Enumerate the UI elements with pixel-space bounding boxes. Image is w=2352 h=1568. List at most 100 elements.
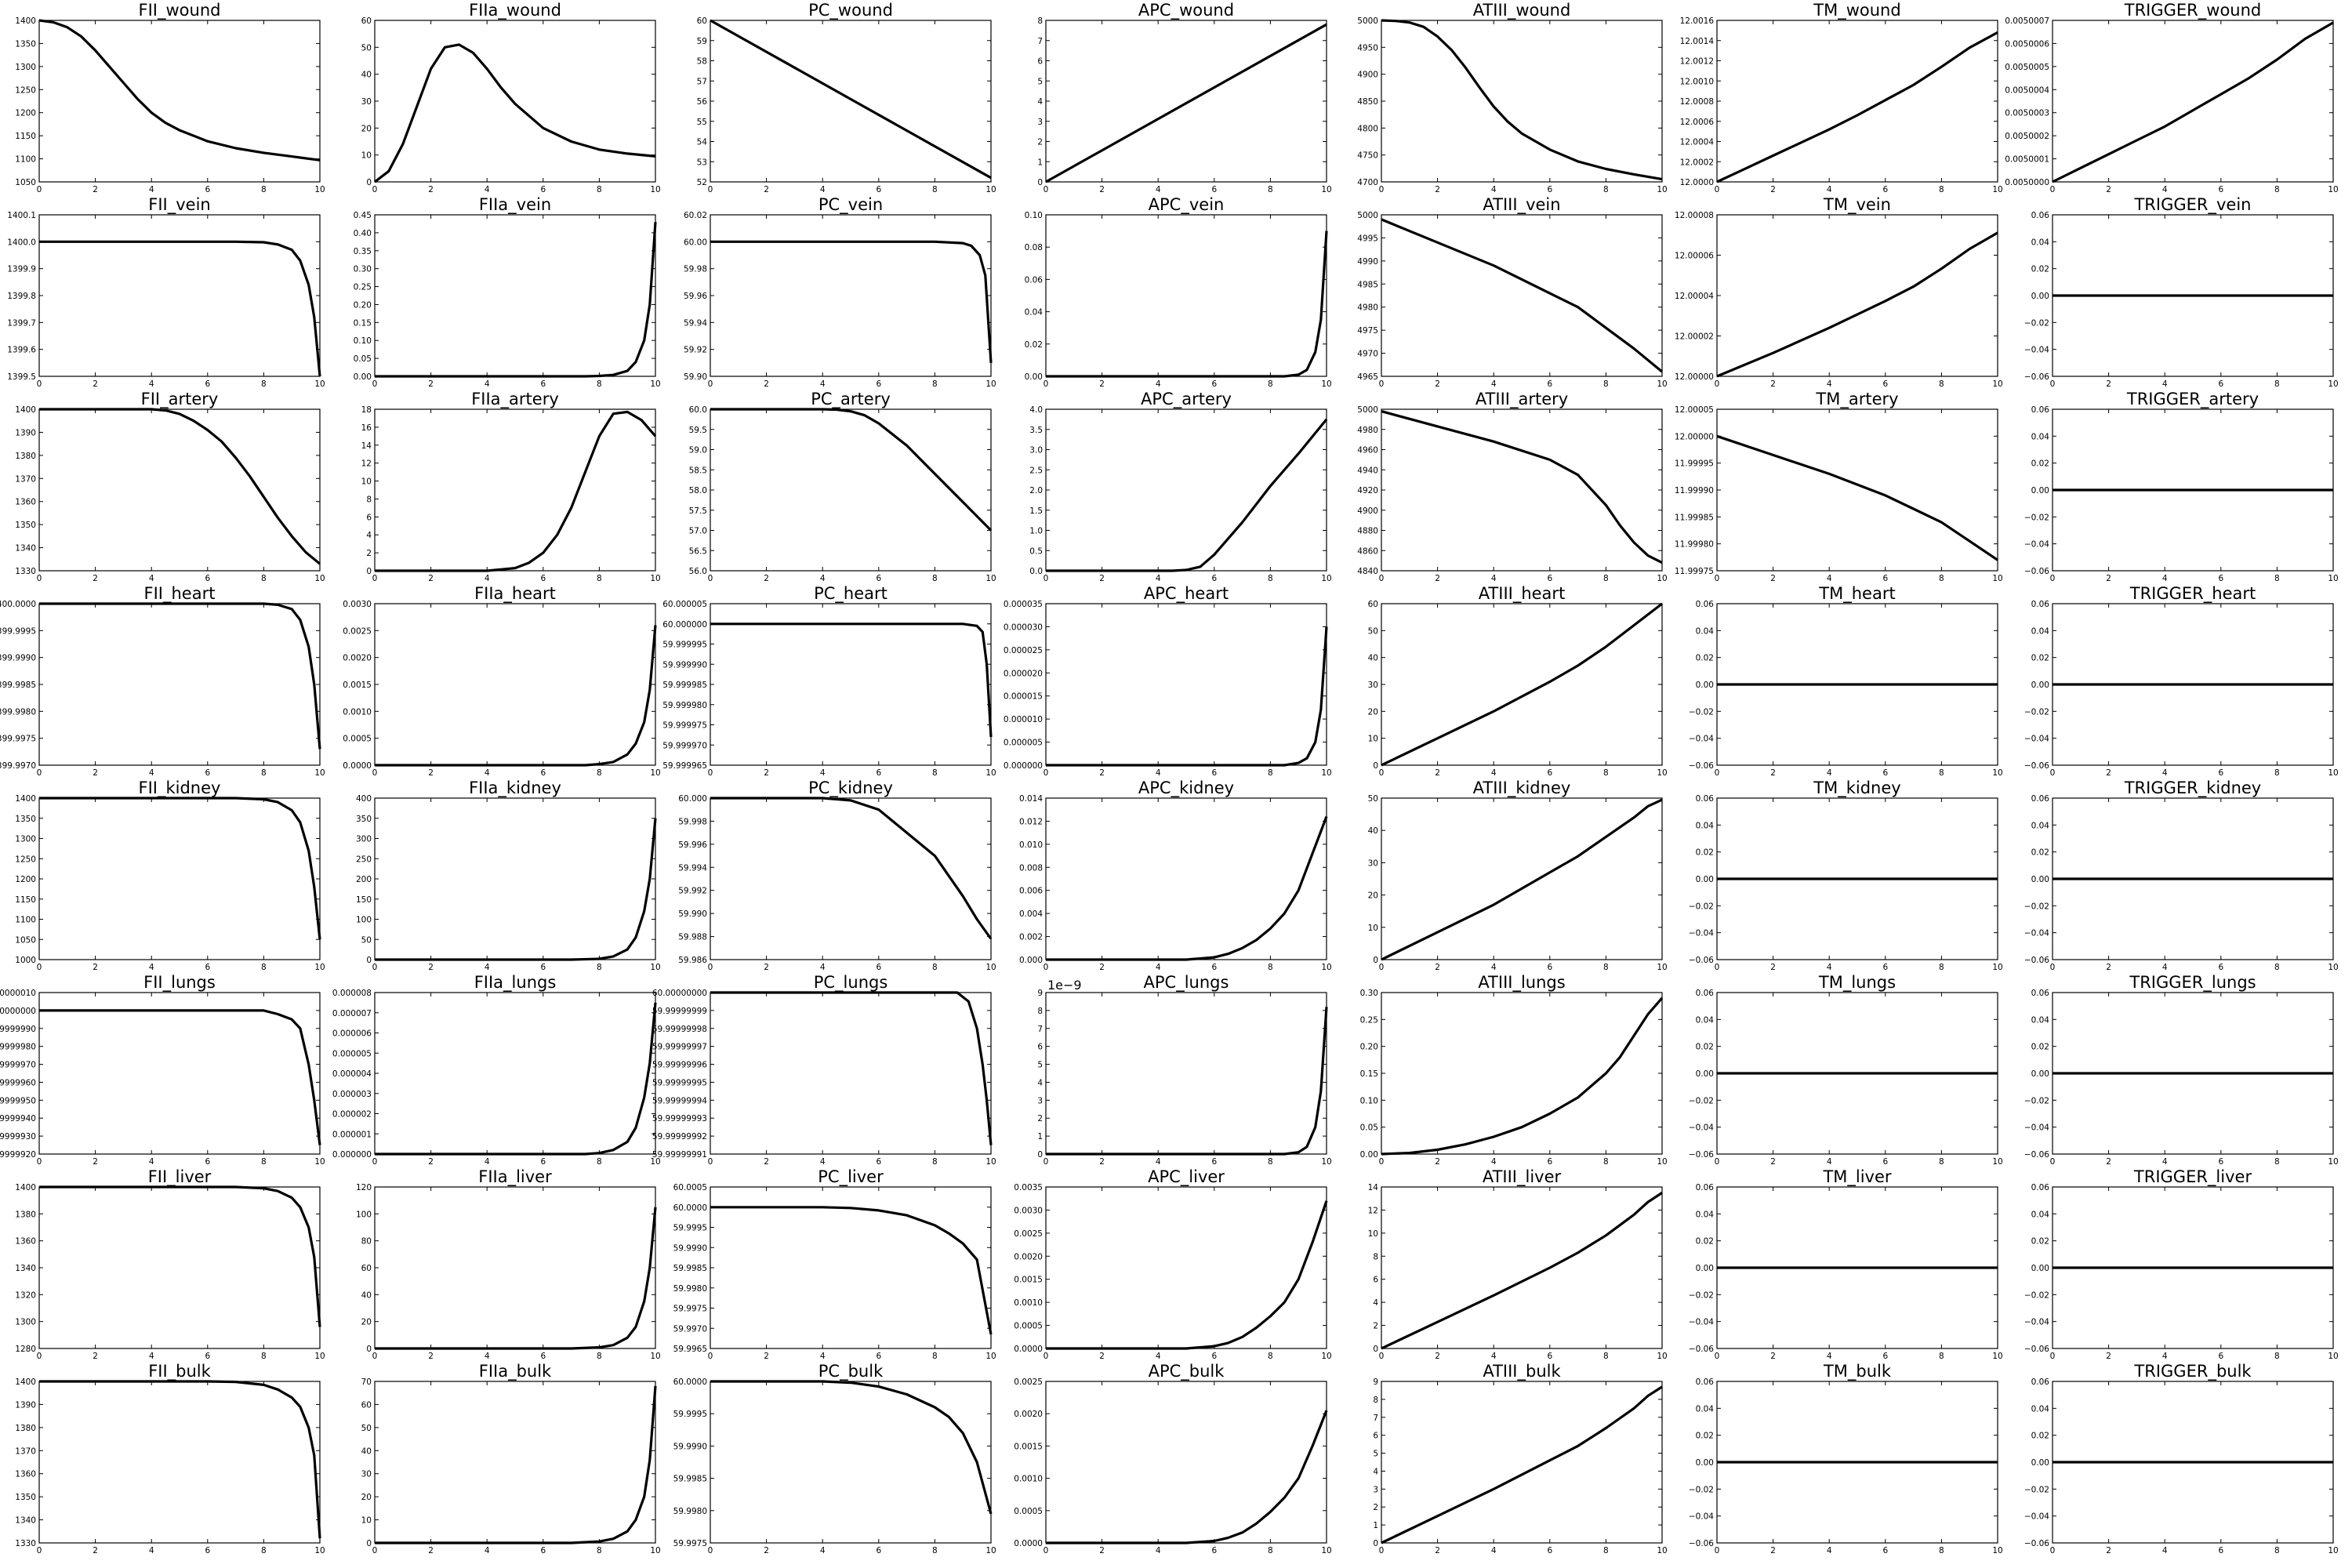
y-tick-label: 59.996 (678, 840, 707, 850)
y-tick-label: 0.04 (2031, 1404, 2050, 1414)
y-tick-label: 1399.99999920 (0, 1150, 36, 1160)
y-tick-label: 1340 (15, 1516, 36, 1526)
x-tick-label: 0 (37, 574, 42, 583)
x-tick-label: 4 (485, 185, 490, 194)
x-tick-label: 8 (932, 1157, 938, 1167)
axes-frame (374, 1381, 656, 1544)
subplot-title: APC_artery (1141, 390, 1232, 409)
x-tick-label: 0 (37, 1546, 42, 1555)
series-line (39, 408, 321, 565)
y-tick-label: 1399.9995 (0, 626, 36, 636)
y-tick-label: 1350 (15, 815, 36, 824)
x-tick-label: 0 (37, 1157, 42, 1167)
x-tick-label: 2 (764, 1352, 769, 1361)
x-tick-label: 6 (1211, 1546, 1217, 1555)
subplot-title: TM_kidney (1813, 779, 1900, 798)
subplot-PC_liver: PC_liver 0 2 4 6 8 10 59.9965 59.9970 59.9975 59.9… (673, 1167, 996, 1361)
axes-frame (38, 1186, 321, 1349)
x-tick-label: 8 (1939, 1546, 1944, 1555)
series-line (39, 1009, 321, 1145)
x-tick-label: 0 (37, 1352, 42, 1361)
y-tick-label: 0.000001 (332, 1130, 372, 1139)
y-tick-label: −0.02 (2024, 1096, 2049, 1105)
series-line (39, 240, 321, 377)
x-tick-label: 0 (1715, 1157, 1720, 1167)
y-tick-label: 59.5 (689, 426, 707, 435)
series-line (2052, 21, 2334, 183)
series-line (38, 19, 321, 162)
y-tick-label: 0.02 (2031, 459, 2049, 469)
x-tick-label: 10 (650, 1352, 660, 1361)
x-tick-label: 2 (2106, 963, 2111, 972)
x-tick-label: 6 (540, 963, 546, 972)
x-tick-label: 2 (1770, 1352, 1776, 1361)
series-line (1381, 218, 1664, 373)
subplot-FII_artery: FII_artery 0 2 4 6 8 10 1330 1340 1350 1360 1370 138… (15, 390, 325, 583)
axes-frame (38, 1381, 321, 1544)
x-tick-label: 8 (1939, 963, 1944, 972)
x-tick-label: 8 (1268, 1546, 1273, 1555)
x-tick-label: 10 (985, 379, 996, 389)
y-tick-label: 3.5 (1029, 426, 1043, 435)
y-tick-label: 4970 (1357, 350, 1378, 359)
subplot-title: FII_vein (148, 195, 210, 215)
axes-frame (38, 408, 321, 572)
y-tick-label: −0.06 (2024, 567, 2049, 576)
y-tick-label: 0.000005 (1004, 739, 1043, 748)
y-tick-label: 0.012 (1019, 817, 1043, 826)
y-tick-label: 60 (361, 16, 372, 26)
x-tick-label: 2 (428, 1157, 434, 1167)
x-tick-label: 10 (985, 1352, 996, 1361)
x-tick-label: 8 (261, 574, 267, 583)
y-tick-label: 1400 (15, 794, 36, 804)
x-tick-label: 8 (2274, 185, 2280, 194)
y-tick-label: 0 (1373, 956, 1378, 965)
x-tick-label: 10 (1992, 1352, 2002, 1361)
subplot-title: PC_kidney (808, 779, 893, 798)
x-tick-label: 2 (1435, 574, 1440, 583)
x-tick-label: 2 (764, 963, 769, 972)
x-tick-label: 2 (1099, 574, 1105, 583)
y-tick-label: 0.02 (2031, 1432, 2049, 1441)
y-tick-label: 1250 (15, 85, 36, 95)
y-tick-label: 1100 (15, 155, 36, 165)
x-tick-label: 10 (1321, 379, 1331, 389)
axes-frame (1381, 1186, 1663, 1349)
x-tick-label: 0 (372, 1157, 378, 1167)
axes-frame (38, 214, 321, 377)
y-tick-label: 12.0006 (1680, 118, 1715, 127)
subplot-FII_wound: FII_wound 0 2 4 6 8 10 1050 1100 1150 1200 1250 1300… (15, 1, 325, 194)
y-tick-label: 0.0050000 (2005, 178, 2049, 187)
subplot-APC_vein: APC_vein 0 2 4 6 8 10 0.00 0.02 0.04 0.06 0.08 0.10 (1025, 195, 1332, 389)
x-tick-label: 4 (1827, 1352, 1832, 1361)
y-tick-label: 4980 (1357, 426, 1378, 435)
x-tick-label: 2 (93, 768, 98, 778)
y-tick-label: 58.0 (689, 486, 707, 495)
y-tick-label: 0.04 (1025, 308, 1044, 318)
x-tick-label: 8 (1268, 768, 1273, 778)
y-tick-label: 5 (1037, 77, 1043, 86)
subplot-FII_liver: FII_liver 0 2 4 6 8 10 1280 1300 1320 1340 1360 1380… (15, 1167, 325, 1361)
subplot-FIIa_heart: FIIa_heart 0 2 4 6 8 10 0.0000 0.0005 0.0010 0.001… (343, 584, 660, 778)
series-line (1716, 434, 1998, 561)
x-tick-label: 0 (1715, 185, 1720, 194)
y-tick-label: −0.06 (1689, 1539, 1714, 1548)
y-tick-label: 59.99999997 (652, 1043, 707, 1052)
subplot-FII_heart: FII_heart 0 2 4 6 8 10 1399.9970 1399.9975 1399.9… (0, 584, 325, 778)
x-tick-label: 0 (708, 1546, 713, 1555)
y-tick-label: 12.0000 (1680, 178, 1714, 187)
y-tick-label: 1390 (15, 428, 36, 437)
y-tick-label: 0.0000 (1014, 1345, 1043, 1354)
x-tick-label: 8 (1939, 379, 1944, 389)
x-tick-label: 0 (37, 379, 42, 389)
x-tick-label: 4 (820, 574, 826, 583)
x-tick-label: 0 (2050, 1546, 2056, 1555)
y-tick-label: 0.014 (1019, 794, 1043, 804)
y-tick-label: 0.0050005 (2005, 63, 2049, 72)
y-tick-label: 0.06 (2031, 1183, 2050, 1192)
x-tick-label: 10 (2328, 768, 2338, 778)
y-tick-label: 1370 (15, 474, 36, 484)
y-tick-label: 0.0010 (343, 707, 372, 717)
y-tick-label: 0.000015 (1004, 692, 1043, 702)
y-tick-label: 4850 (1357, 97, 1378, 107)
